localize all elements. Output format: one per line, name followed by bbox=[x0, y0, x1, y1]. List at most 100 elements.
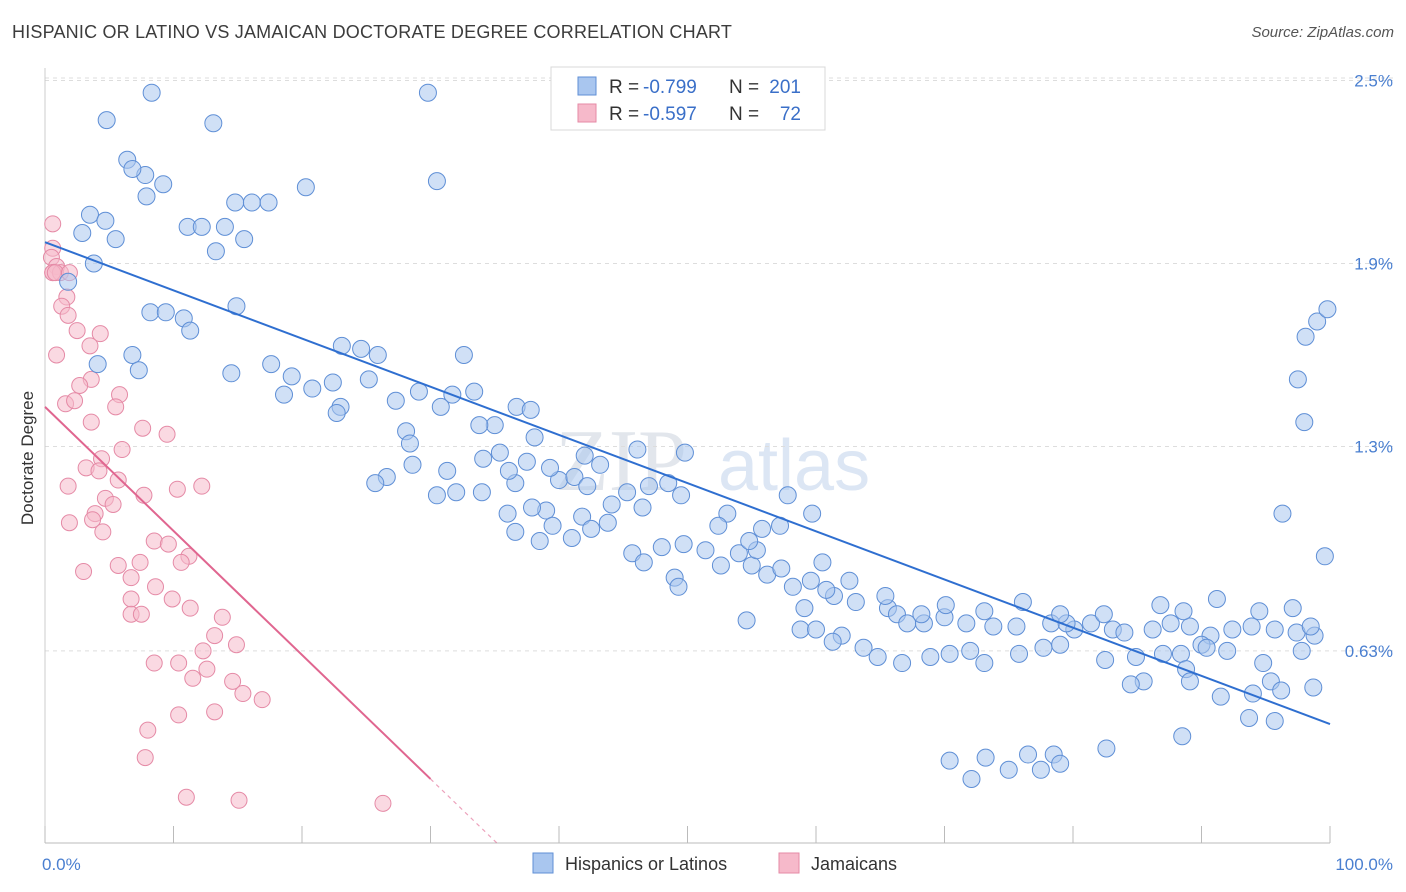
hispanics-point-117 bbox=[740, 532, 759, 551]
hispanics-point-110 bbox=[1242, 617, 1261, 636]
jamaicans-point-17 bbox=[71, 377, 89, 394]
jamaicans-trendline bbox=[44, 406, 432, 780]
hispanics-point-186 bbox=[1180, 672, 1199, 691]
hispanics-point-2 bbox=[97, 111, 116, 130]
hispanics-point-205 bbox=[1296, 327, 1315, 346]
hispanics-point-106 bbox=[1161, 614, 1180, 633]
jamaicans-point-51 bbox=[181, 599, 199, 617]
hispanics-point-97 bbox=[957, 614, 976, 633]
jamaicans-point-37 bbox=[84, 511, 102, 529]
jamaicans-point-24 bbox=[158, 425, 176, 443]
hispanics-point-72 bbox=[598, 513, 617, 532]
hispanics-point-142 bbox=[840, 571, 859, 590]
hispanics-point-169 bbox=[975, 654, 994, 673]
hispanics-point-82 bbox=[711, 556, 730, 575]
hispanics-point-194 bbox=[1173, 727, 1192, 746]
hispanics-point-55 bbox=[521, 400, 540, 419]
hispanics-point-61 bbox=[474, 449, 493, 468]
hispanics-point-78 bbox=[674, 535, 693, 554]
hispanics-point-81 bbox=[696, 541, 715, 560]
jamaicans-point-21 bbox=[66, 392, 84, 410]
hispanics-point-107 bbox=[1180, 617, 1199, 636]
hispanics-point-35 bbox=[282, 367, 301, 386]
jamaicans-point-41 bbox=[159, 535, 177, 553]
hispanics-point-170 bbox=[1010, 644, 1029, 663]
hispanics-point-161 bbox=[807, 620, 825, 639]
hispanics-point-66 bbox=[618, 483, 637, 502]
hispanics-point-91 bbox=[846, 593, 865, 612]
legend-swatch-0 bbox=[577, 76, 597, 96]
hispanics-point-99 bbox=[1007, 617, 1026, 636]
hispanics-point-118 bbox=[718, 504, 737, 523]
hispanics-point-56 bbox=[470, 416, 489, 435]
hispanics-point-163 bbox=[854, 638, 873, 657]
jamaicans-point-43 bbox=[172, 553, 190, 571]
series-legend-swatch-1 bbox=[778, 852, 800, 874]
jamaicans-point-25 bbox=[113, 441, 131, 459]
hispanics-point-33 bbox=[222, 364, 241, 383]
hispanics-point-8 bbox=[296, 178, 315, 197]
hispanics-point-12 bbox=[259, 193, 278, 212]
hispanics-point-53 bbox=[400, 434, 419, 453]
hispanics-point-206 bbox=[1288, 370, 1307, 389]
hispanics-point-70 bbox=[602, 495, 621, 514]
jamaicans-point-62 bbox=[224, 672, 242, 690]
jamaicans-point-71 bbox=[374, 794, 392, 812]
hispanics-point-65 bbox=[578, 477, 597, 496]
hispanics-point-50 bbox=[386, 391, 405, 410]
hispanics-point-28 bbox=[156, 303, 175, 322]
hispanics-point-88 bbox=[783, 577, 802, 596]
jamaicans-point-67 bbox=[139, 721, 157, 739]
hispanics-point-199 bbox=[1031, 760, 1050, 779]
jamaicans-point-35 bbox=[104, 495, 122, 513]
hispanics-point-23 bbox=[59, 272, 78, 291]
hispanics-point-17 bbox=[215, 217, 234, 236]
hispanics-point-76 bbox=[634, 553, 653, 572]
hispanics-point-149 bbox=[975, 602, 994, 621]
jamaicans-point-53 bbox=[132, 605, 150, 623]
jamaicans-point-59 bbox=[170, 654, 188, 672]
hispanics-point-43 bbox=[323, 373, 342, 392]
jamaicans-point-40 bbox=[145, 532, 163, 550]
jamaicans-point-22 bbox=[82, 413, 100, 431]
legend-n-label-1: N = bbox=[729, 104, 759, 125]
hispanics-point-176 bbox=[1171, 644, 1190, 663]
hispanics-point-180 bbox=[1292, 641, 1311, 660]
hispanics-point-127 bbox=[447, 483, 466, 502]
hispanics-point-119 bbox=[753, 519, 772, 538]
hispanics-point-64 bbox=[498, 504, 517, 523]
jamaicans-point-33 bbox=[135, 486, 153, 504]
hispanics-point-144 bbox=[817, 580, 836, 599]
y-tick-label-0: 0.63% bbox=[1345, 642, 1393, 661]
hispanics-point-37 bbox=[352, 339, 371, 358]
hispanics-point-166 bbox=[921, 647, 940, 666]
hispanics-point-202 bbox=[940, 751, 959, 770]
hispanics-point-135 bbox=[582, 519, 601, 538]
hispanics-point-71 bbox=[573, 507, 592, 526]
jamaicans-point-60 bbox=[198, 660, 216, 678]
hispanics-point-153 bbox=[1094, 605, 1113, 624]
hispanics-point-158 bbox=[1283, 599, 1302, 618]
hispanics-point-109 bbox=[1223, 620, 1242, 639]
axes bbox=[44, 68, 1331, 844]
hispanics-point-209 bbox=[1318, 300, 1337, 319]
hispanics-point-131 bbox=[403, 455, 422, 474]
hispanics-point-204 bbox=[1308, 312, 1327, 331]
correlation-legend: R = -0.799 N = 201 R = -0.597 N = 72 bbox=[550, 66, 826, 131]
hispanics-point-24 bbox=[427, 172, 446, 191]
hispanics-point-201 bbox=[999, 760, 1018, 779]
hispanics-point-44 bbox=[275, 385, 294, 404]
hispanics-point-185 bbox=[1121, 675, 1140, 694]
hispanics-point-45 bbox=[303, 379, 322, 398]
hispanics-point-58 bbox=[517, 452, 536, 471]
hispanics-point-29 bbox=[181, 321, 200, 340]
hispanics-point-181 bbox=[1273, 504, 1292, 523]
hispanics-point-31 bbox=[88, 355, 107, 374]
hispanics-point-104 bbox=[1115, 623, 1134, 642]
hispanics-point-138 bbox=[628, 440, 647, 459]
hispanics-point-68 bbox=[672, 486, 691, 505]
hispanics-point-77 bbox=[652, 538, 671, 557]
hispanics-point-121 bbox=[659, 474, 678, 493]
hispanics-point-159 bbox=[1301, 617, 1320, 636]
hispanics-point-154 bbox=[1151, 596, 1170, 615]
